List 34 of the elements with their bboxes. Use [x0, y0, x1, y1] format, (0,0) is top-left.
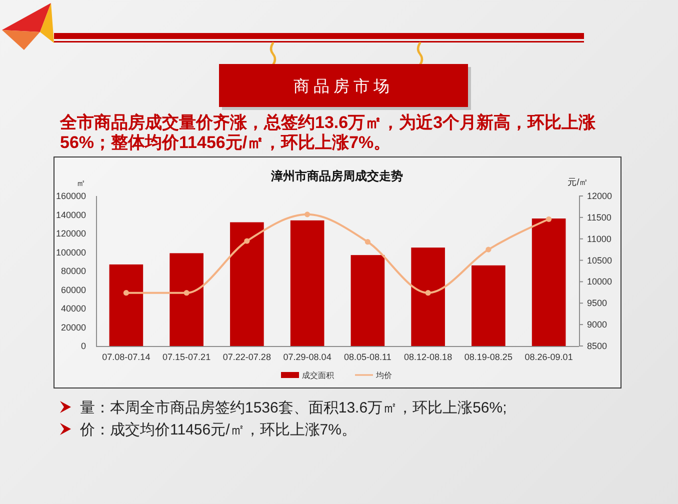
y2-tick-label: 11000	[587, 234, 612, 244]
y2-tick-label: 9500	[587, 298, 608, 308]
x-tick-label: 08.12-08.18	[404, 352, 452, 362]
y2-tick-label: 10500	[587, 255, 612, 266]
y-tick-label: 160000	[56, 191, 86, 201]
annotation: 量：本周全市商品房签约1536套、面积13.6万㎡，环比上涨56%;	[80, 400, 507, 416]
annotation: 全市商品房成交量价齐涨，总签约13.6万㎡，为近3个月新高，环比上涨56%；整体均价11456元/㎡，环比上涨7%。	[60, 113, 597, 153]
y-tick-label: 120000	[56, 228, 86, 238]
x-tick-label: 07.08-07.14	[102, 352, 150, 362]
x-tick-label: 07.22-07.28	[222, 352, 271, 362]
x-tick-label: 07.15-07.21	[162, 352, 211, 362]
y2-tick-label: 12000	[587, 191, 612, 201]
x-tick-label: 07.29-08.04	[283, 352, 332, 362]
y-tick-label: 140000	[56, 210, 86, 220]
annotation: 价：成交均价11456元/㎡，环比上涨7%。	[80, 422, 356, 438]
title: 漳州市商品房周成交走势	[271, 169, 403, 183]
y2-tick-label: 11500	[587, 212, 612, 222]
y-tick-label: 40000	[60, 304, 86, 314]
y2-tick-label: 8500	[587, 341, 608, 351]
y-tick-label: 60000	[60, 284, 86, 295]
y2-tick-label: 9000	[587, 320, 608, 330]
x-tick-label: 08.26-09.01	[524, 352, 573, 362]
x-tick-label: 08.19-08.25	[464, 352, 512, 362]
y2-tick-label: 10000	[587, 276, 612, 287]
y-axis-title: ㎡	[76, 178, 86, 188]
y-tick-label: 80000	[60, 266, 86, 276]
legend-label: 成交面积	[302, 371, 334, 380]
legend-label: 均价	[376, 371, 392, 380]
y2-axis-title: 元/㎡	[568, 177, 588, 187]
y-tick-label: 20000	[60, 322, 86, 332]
x-tick-label: 08.05-08.11	[344, 352, 392, 362]
y-tick-label: 0	[80, 341, 86, 351]
y-tick-label: 100000	[56, 247, 86, 258]
annotation: 商品房市场	[294, 78, 394, 96]
